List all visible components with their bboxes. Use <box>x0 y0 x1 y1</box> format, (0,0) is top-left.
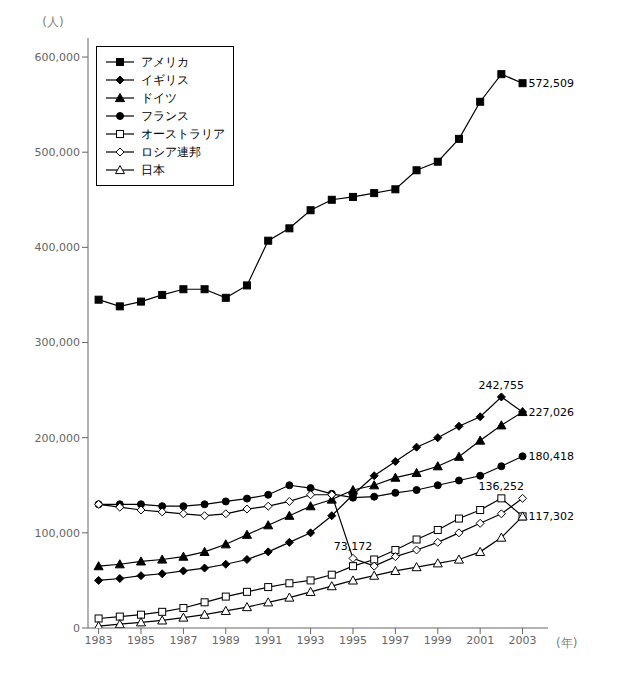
html-text:ロシア連邦: ロシア連邦 <box>141 145 201 159</box>
html-text:オーストラリア: オーストラリア <box>141 127 225 141</box>
svg-text:1999: 1999 <box>424 634 452 647</box>
svg-text:1989: 1989 <box>212 634 240 647</box>
svg-text:(年): (年) <box>556 636 577 650</box>
svg-text:300,000: 300,000 <box>35 336 81 349</box>
svg-text:1997: 1997 <box>381 634 409 647</box>
html-text:ドイツ: ドイツ <box>141 91 177 105</box>
svg-text:1991: 1991 <box>254 634 282 647</box>
svg-text:2003: 2003 <box>509 634 537 647</box>
svg-text:180,418: 180,418 <box>529 450 575 463</box>
svg-text:1995: 1995 <box>339 634 367 647</box>
svg-text:(人): (人) <box>42 15 63 29</box>
html-text:フランス: フランス <box>141 109 189 123</box>
svg-text:73,172: 73,172 <box>334 540 373 553</box>
svg-text:1985: 1985 <box>127 634 155 647</box>
svg-text:2001: 2001 <box>466 634 494 647</box>
svg-text:1983: 1983 <box>85 634 113 647</box>
svg-text:227,026: 227,026 <box>529 406 575 419</box>
svg-text:1987: 1987 <box>169 634 197 647</box>
svg-text:500,000: 500,000 <box>35 146 81 159</box>
html-text:日本: 日本 <box>141 163 165 177</box>
svg-text:242,755: 242,755 <box>479 379 525 392</box>
svg-text:1993: 1993 <box>297 634 325 647</box>
svg-text:100,000: 100,000 <box>35 527 81 540</box>
html-text:アメリカ: アメリカ <box>141 55 189 69</box>
svg-text:117,302: 117,302 <box>529 510 575 523</box>
svg-text:400,000: 400,000 <box>35 241 81 254</box>
svg-text:0: 0 <box>73 622 80 635</box>
svg-text:200,000: 200,000 <box>35 432 81 445</box>
svg-text:600,000: 600,000 <box>35 51 81 64</box>
svg-text:136,252: 136,252 <box>479 480 525 493</box>
svg-text:572,509: 572,509 <box>529 77 575 90</box>
html-text:イギリス: イギリス <box>141 73 189 87</box>
